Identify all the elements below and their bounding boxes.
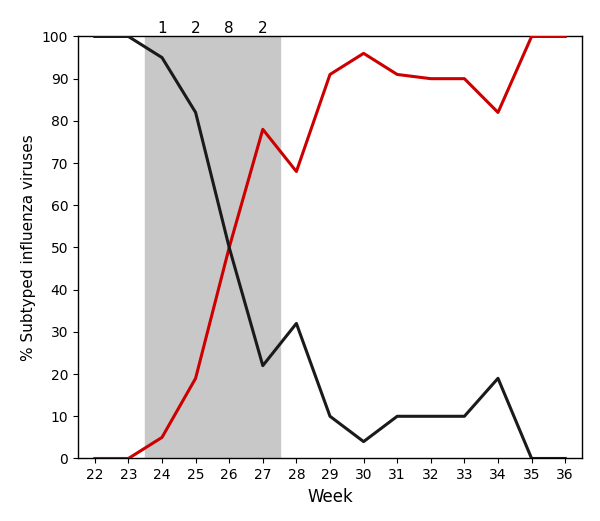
Y-axis label: % Subtyped influenza viruses: % Subtyped influenza viruses bbox=[22, 134, 37, 361]
Text: 2: 2 bbox=[258, 21, 268, 36]
Text: 1: 1 bbox=[157, 21, 167, 36]
Bar bbox=[145, 36, 280, 458]
Text: 2: 2 bbox=[191, 21, 200, 36]
X-axis label: Week: Week bbox=[307, 488, 353, 506]
Text: 8: 8 bbox=[224, 21, 234, 36]
